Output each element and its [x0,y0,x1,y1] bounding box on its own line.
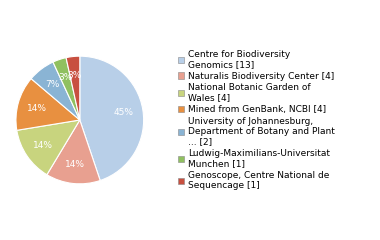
Wedge shape [16,79,80,130]
Legend: Centre for Biodiversity
Genomics [13], Naturalis Biodiversity Center [4], Nation: Centre for Biodiversity Genomics [13], N… [177,49,336,191]
Text: 3%: 3% [59,73,73,82]
Wedge shape [66,56,80,120]
Wedge shape [17,120,80,175]
Text: 45%: 45% [114,108,134,117]
Wedge shape [53,58,80,120]
Text: 3%: 3% [68,71,82,80]
Text: 14%: 14% [27,103,47,113]
Wedge shape [31,62,80,120]
Text: 14%: 14% [65,160,85,169]
Text: 7%: 7% [46,80,60,89]
Wedge shape [47,120,100,184]
Text: 14%: 14% [33,141,53,150]
Wedge shape [80,56,144,180]
